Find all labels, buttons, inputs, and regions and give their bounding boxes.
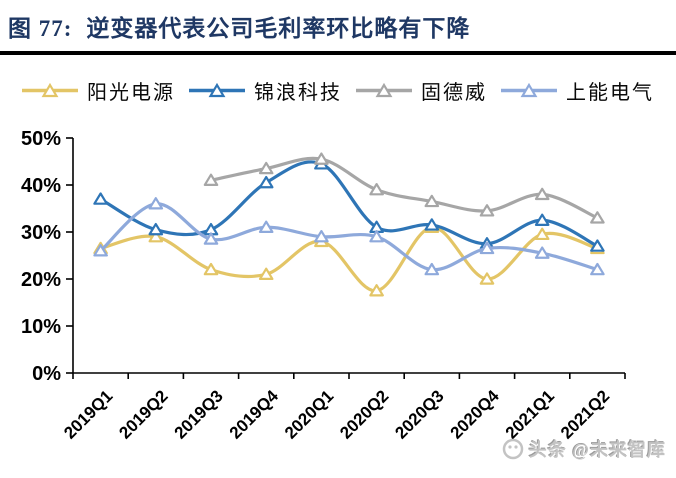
data-point-marker [534,246,550,259]
data-point-marker [479,272,495,285]
legend-item-1: 锦浪科技 [189,76,342,105]
x-axis-labels: 2019Q12019Q22019Q32019Q42020Q12020Q22020… [60,386,613,443]
data-point-marker [93,192,108,205]
x-tick-label: 2020Q2 [336,386,392,442]
legend-label: 上能电气 [566,82,654,104]
data-point-marker [314,230,329,243]
data-point-marker [203,262,219,276]
data-point-marker [590,211,605,224]
data-point-marker [203,173,219,186]
x-tick-label: 2020Q4 [447,386,504,443]
axes [66,137,626,379]
x-tick-label: 2019Q2 [115,386,171,442]
x-tick-label: 2021Q1 [502,386,558,442]
legend-label: 固德威 [421,82,487,104]
x-tick-label: 2019Q4 [226,386,283,443]
figure-title: 图 77: 逆变器代表公司毛利率环比略有下降 [0,0,676,51]
legend-item-3: 上能电气 [501,76,654,105]
x-tick-label: 2021Q2 [557,386,613,442]
x-tick-label: 2019Q3 [171,386,227,442]
watermark-logo-icon [502,438,523,460]
data-point-marker [369,230,384,243]
data-point-marker [258,220,274,233]
series-line-2 [203,152,605,224]
y-tick-label: 10% [21,316,61,338]
data-point-marker [479,204,495,217]
series-line-0 [93,220,605,297]
y-tick-label: 20% [21,269,61,291]
data-point-marker [534,227,550,241]
y-axis-labels: 0% 10% 20% 30% 40% 50% [21,128,61,385]
watermark-text: 头条 @未来智库 [528,440,666,460]
data-point-marker [203,232,219,245]
y-tick-label: 0% [32,363,61,385]
figure-number: 图 77: [8,15,73,41]
data-point-marker [369,183,384,196]
watermark: 头条 @未来智库 [502,436,666,462]
data-point-marker [424,262,440,276]
y-tick-label: 50% [21,128,61,150]
legend-item-2: 固德威 [356,76,487,105]
legend-item-0: 阳光电源 [22,76,175,105]
legend-marker-icon [356,83,412,98]
data-point-marker [479,241,495,255]
data-point-marker [534,187,550,201]
x-tick-label: 2019Q1 [60,386,116,442]
data-point-marker [258,161,274,175]
data-point-marker [258,267,274,280]
x-tick-label: 2020Q3 [391,386,447,442]
data-point-marker [424,218,440,231]
data-point-marker [369,284,384,297]
data-point-marker [148,230,164,243]
figure-title-text: 逆变器代表公司毛利率环比略有下降 [86,15,471,41]
data-point-marker [258,175,274,189]
data-point-marker [314,152,329,165]
data-point-marker [590,262,605,276]
data-point-marker [148,197,164,210]
series-line-3 [93,197,605,276]
data-point-marker [424,194,440,208]
legend-marker-icon [189,83,245,98]
series-line-1 [93,157,605,252]
x-tick-label: 2020Q1 [281,386,337,442]
legend-marker-icon [22,83,78,98]
title-divider [0,51,676,55]
data-point-marker [93,244,108,257]
chart-legend: 阳光电源 锦浪科技 固德威 上能电气 [0,76,676,105]
y-tick-label: 30% [21,222,61,244]
legend-label: 阳光电源 [87,82,175,104]
legend-label: 锦浪科技 [254,82,342,104]
data-point-marker [590,239,605,252]
data-point-marker [534,213,550,226]
data-point-marker [148,222,164,236]
legend-marker-icon [501,83,557,98]
y-tick-label: 40% [21,175,61,197]
